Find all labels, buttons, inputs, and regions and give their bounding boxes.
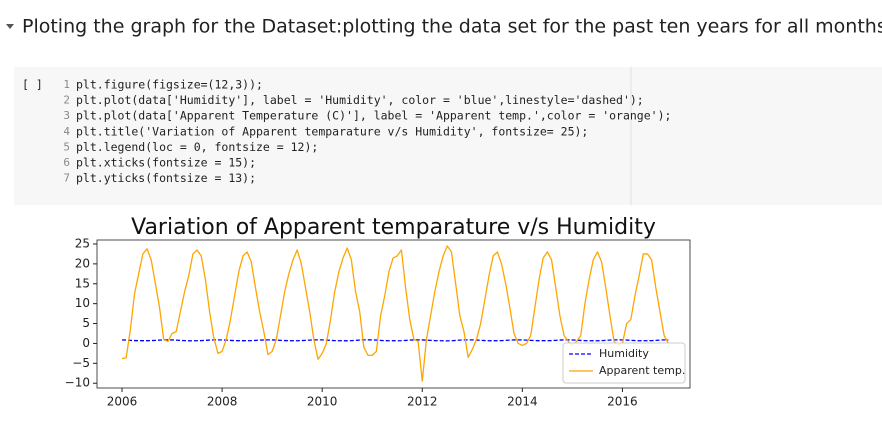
line-number: 4 [63, 125, 70, 138]
section-heading: Ploting the graph for the Dataset:plotti… [22, 16, 882, 38]
line-number: 3 [63, 109, 70, 122]
series-line [121, 245, 669, 382]
y-tick-label: −5 [72, 356, 90, 370]
y-tick-label: 25 [75, 236, 90, 250]
x-tick-label: 2016 [607, 395, 638, 409]
y-tick-label: 0 [82, 336, 90, 350]
line-number: 7 [63, 172, 70, 185]
code-line: plt.plot(data['Humidity'], label = 'Humi… [76, 93, 644, 107]
y-tick-label: −10 [65, 376, 90, 390]
series-line [121, 339, 669, 342]
plot-frame [96, 239, 691, 389]
code-line: plt.plot(data['Apparent Temperature (C)'… [76, 109, 671, 123]
y-tick-label: 10 [75, 296, 90, 310]
code-line: plt.yticks(fontsize = 13); [76, 171, 256, 185]
x-tick-label: 2006 [107, 395, 138, 409]
code-cell [14, 67, 882, 205]
y-tick-label: 15 [75, 276, 90, 290]
code-line: plt.figure(figsize=(12,3)); [76, 78, 263, 92]
y-tick-label: 5 [82, 316, 90, 330]
y-tick-label: 20 [75, 256, 90, 270]
legend-box [562, 342, 686, 384]
code-line: plt.xticks(fontsize = 15); [76, 156, 256, 170]
x-tick-label: 2014 [507, 395, 538, 409]
collapse-arrow[interactable] [6, 24, 14, 29]
legend-label: Humidity [599, 347, 649, 360]
legend-label: Apparent temp. [599, 364, 685, 377]
code-line: plt.title('Variation of Apparent tempara… [76, 124, 588, 138]
line-number: 1 [63, 78, 70, 91]
chart-title: Variation of Apparent temparature v/s Hu… [131, 215, 656, 240]
line-number: 2 [63, 94, 70, 107]
line-number: 5 [63, 140, 70, 153]
line-number: 6 [63, 156, 70, 169]
run-button[interactable]: [ ] [22, 78, 43, 92]
x-tick-label: 2008 [207, 395, 238, 409]
x-tick-label: 2012 [407, 395, 438, 409]
code-line: plt.legend(loc = 0, fontsize = 12); [76, 140, 318, 154]
x-tick-label: 2010 [307, 395, 338, 409]
